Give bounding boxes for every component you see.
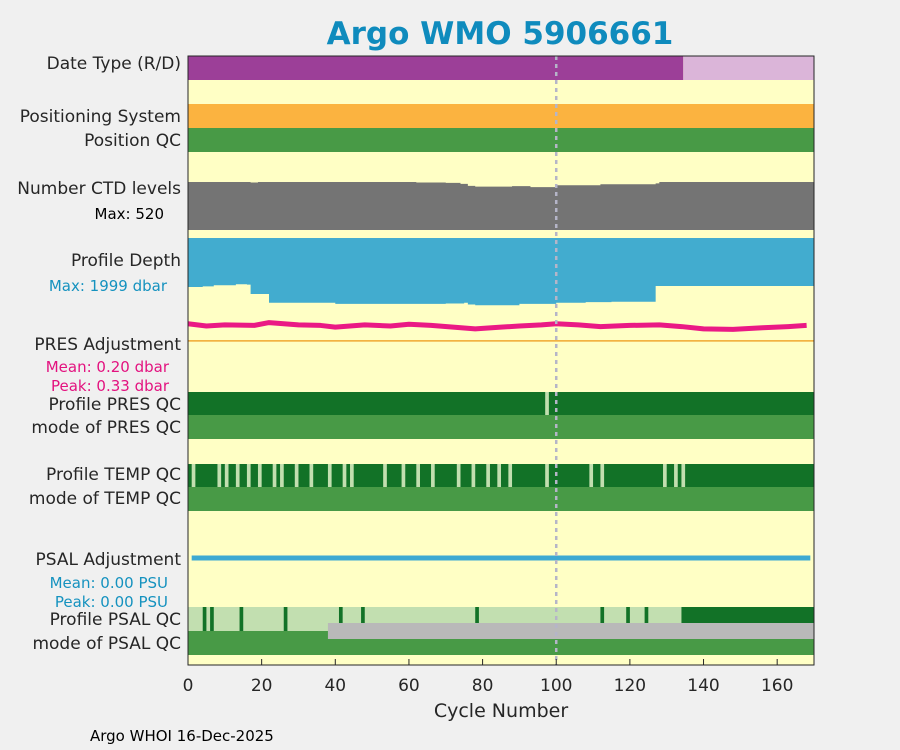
label-profile-depth: Profile Depth bbox=[71, 251, 181, 271]
annotation-psal-mean: Mean: 0.00 PSU bbox=[50, 574, 168, 592]
x-tick-label-80: 80 bbox=[472, 676, 494, 696]
x-tick-label-100: 100 bbox=[540, 676, 572, 696]
temp-qc-flag-1 bbox=[191, 464, 196, 487]
chart-title: Argo WMO 5906661 bbox=[327, 16, 674, 52]
temp-qc-flag-19 bbox=[257, 464, 262, 487]
label-date-type: Date Type (R/D) bbox=[47, 54, 181, 74]
psal-qc-mode-grey-bar bbox=[327, 623, 814, 639]
footer-text: Argo WHOI 16-Dec-2025 bbox=[90, 727, 274, 745]
psal-qc-flag-41 bbox=[338, 607, 343, 631]
psal-qc-flag-112 bbox=[600, 607, 605, 631]
annotation-pres-peak: Peak: 0.33 dbar bbox=[51, 377, 170, 395]
temp-qc-flag-87 bbox=[508, 464, 513, 487]
temp-qc-flag-109 bbox=[589, 464, 594, 487]
temp-qc-flag-129 bbox=[663, 464, 667, 487]
x-tick-label-40: 40 bbox=[324, 676, 346, 696]
annotation-pres-mean: Mean: 0.20 dbar bbox=[46, 358, 170, 376]
temp-qc-flag-62 bbox=[416, 464, 420, 487]
label-mode-pres-qc: mode of PRES QC bbox=[31, 418, 181, 438]
psal-qc-flag-78 bbox=[475, 607, 479, 631]
temp-qc-flag-29 bbox=[294, 464, 299, 487]
label-profile-psal-qc: Profile PSAL QC bbox=[50, 610, 181, 630]
date-type-segment-R bbox=[188, 56, 684, 80]
pres-adjustment-line bbox=[187, 320, 807, 332]
temp-qc-flag-97 bbox=[545, 464, 549, 487]
temp-qc-flag-42 bbox=[342, 464, 347, 487]
label-position-qc: Position QC bbox=[84, 131, 181, 151]
label-mode-temp-qc: mode of TEMP QC bbox=[29, 489, 181, 509]
temp-qc-flag-23 bbox=[272, 464, 277, 487]
psal-qc-flag-119 bbox=[626, 607, 630, 631]
temp-qc-flag-53 bbox=[383, 464, 387, 487]
temp-qc-flag-73 bbox=[456, 464, 461, 487]
bars-layer bbox=[187, 56, 814, 655]
temp-qc-flag-134 bbox=[681, 464, 686, 487]
temp-qc-flag-33 bbox=[309, 464, 314, 487]
ctd-levels-area bbox=[188, 182, 814, 230]
x-tick-label-20: 20 bbox=[251, 676, 273, 696]
x-tick-label-0: 0 bbox=[183, 676, 194, 696]
position-qc-bar bbox=[188, 128, 814, 152]
temp-qc-flag-16 bbox=[246, 464, 251, 487]
temp-qc-flag-112 bbox=[600, 464, 605, 487]
x-tick-label-120: 120 bbox=[614, 676, 646, 696]
temp-qc-flag-38 bbox=[327, 464, 332, 487]
temp-qc-flag-66 bbox=[431, 464, 435, 487]
temp-qc-flag-25 bbox=[280, 464, 284, 487]
temp-qc-flag-8 bbox=[217, 464, 222, 487]
profile-depth-area bbox=[188, 238, 814, 306]
plot-frame bbox=[187, 55, 815, 666]
date-type-segment-D bbox=[683, 56, 814, 80]
positioning-bar bbox=[188, 104, 814, 128]
x-ticks: 0 20 40 60 80 100 120 140 160 bbox=[183, 659, 793, 696]
temp-qc-flag-10 bbox=[224, 464, 229, 487]
psal-qc-flag-47 bbox=[361, 607, 365, 631]
temp-qc-flag-81 bbox=[486, 464, 490, 487]
label-positioning-system: Positioning System bbox=[20, 107, 181, 127]
x-tick-label-140: 140 bbox=[687, 676, 719, 696]
psal-qc-flag-14 bbox=[239, 607, 244, 631]
temp-qc-flag-44 bbox=[350, 464, 354, 487]
label-ctd-levels: Number CTD levels bbox=[17, 179, 181, 199]
temp-qc-flag-132 bbox=[674, 464, 678, 487]
annotation-psal-peak: Peak: 0.00 PSU bbox=[55, 593, 168, 611]
pres-qc-mode-bar bbox=[188, 415, 814, 439]
label-mode-psal-qc: mode of PSAL QC bbox=[32, 634, 181, 654]
temp-qc-flag-84 bbox=[497, 464, 501, 487]
plot-background bbox=[188, 56, 814, 665]
annotation-ctd-max: Max: 520 bbox=[95, 205, 164, 223]
x-axis-label: Cycle Number bbox=[434, 700, 568, 722]
psal-qc-flag-4 bbox=[202, 607, 207, 631]
label-pres-adjustment: PRES Adjustment bbox=[34, 335, 181, 355]
annotation-depth-max: Max: 1999 dbar bbox=[49, 277, 168, 295]
label-psal-adjustment: PSAL Adjustment bbox=[36, 550, 182, 570]
x-tick-label-60: 60 bbox=[398, 676, 420, 696]
psal-qc-flag-6 bbox=[210, 607, 214, 631]
pres-qc-flag-97 bbox=[545, 392, 549, 415]
temp-qc-mode-bar bbox=[188, 487, 814, 511]
label-profile-temp-qc: Profile TEMP QC bbox=[46, 465, 181, 485]
psal-qc-flag-26 bbox=[283, 607, 288, 631]
temp-qc-flag-77 bbox=[471, 464, 476, 487]
psal-qc-flag-124 bbox=[644, 607, 649, 631]
x-tick-label-160: 160 bbox=[761, 676, 793, 696]
temp-qc-flag-13 bbox=[235, 464, 240, 487]
pres-qc-bar bbox=[188, 392, 814, 415]
label-profile-pres-qc: Profile PRES QC bbox=[48, 395, 181, 415]
temp-qc-flag-58 bbox=[401, 464, 406, 487]
